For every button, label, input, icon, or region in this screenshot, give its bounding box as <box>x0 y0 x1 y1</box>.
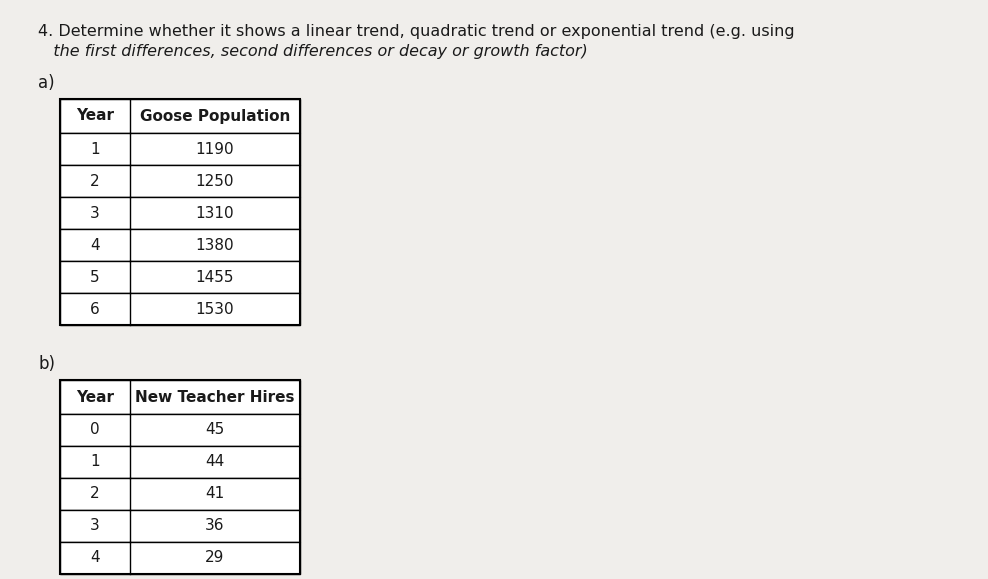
Bar <box>60 380 300 574</box>
Text: 3: 3 <box>90 519 100 533</box>
Text: 1310: 1310 <box>196 206 234 221</box>
Text: 4. Determine whether it shows a linear trend, quadratic trend or exponential tre: 4. Determine whether it shows a linear t… <box>38 24 794 39</box>
Text: 4: 4 <box>90 237 100 252</box>
Bar <box>60 293 300 325</box>
Text: 2: 2 <box>90 486 100 501</box>
Bar <box>60 542 300 574</box>
Text: Goose Population: Goose Population <box>140 108 290 123</box>
Text: New Teacher Hires: New Teacher Hires <box>135 390 294 405</box>
Text: Year: Year <box>76 108 114 123</box>
Text: 1380: 1380 <box>196 237 234 252</box>
Text: 4: 4 <box>90 551 100 566</box>
Bar <box>60 133 300 165</box>
Text: 36: 36 <box>206 519 224 533</box>
Bar <box>60 99 300 133</box>
Text: 2: 2 <box>90 174 100 189</box>
Bar <box>60 478 300 510</box>
Text: 41: 41 <box>206 486 224 501</box>
Bar <box>60 510 300 542</box>
Text: 29: 29 <box>206 551 224 566</box>
Text: 1530: 1530 <box>196 302 234 317</box>
Text: 1: 1 <box>90 141 100 156</box>
Bar <box>60 261 300 293</box>
Text: 0: 0 <box>90 423 100 438</box>
Bar <box>60 380 300 414</box>
Text: 1: 1 <box>90 455 100 470</box>
Bar <box>60 414 300 446</box>
Text: 6: 6 <box>90 302 100 317</box>
Bar <box>60 165 300 197</box>
Bar <box>60 446 300 478</box>
Text: 44: 44 <box>206 455 224 470</box>
Text: 45: 45 <box>206 423 224 438</box>
Text: a): a) <box>38 74 54 92</box>
Text: 3: 3 <box>90 206 100 221</box>
Text: the first differences, second differences or decay or growth factor): the first differences, second difference… <box>38 44 588 59</box>
Text: 5: 5 <box>90 269 100 284</box>
Bar <box>60 99 300 325</box>
Text: 1250: 1250 <box>196 174 234 189</box>
Text: 1190: 1190 <box>196 141 234 156</box>
Text: 1455: 1455 <box>196 269 234 284</box>
Text: Year: Year <box>76 390 114 405</box>
Bar <box>60 229 300 261</box>
Bar <box>60 197 300 229</box>
Text: b): b) <box>38 355 55 373</box>
